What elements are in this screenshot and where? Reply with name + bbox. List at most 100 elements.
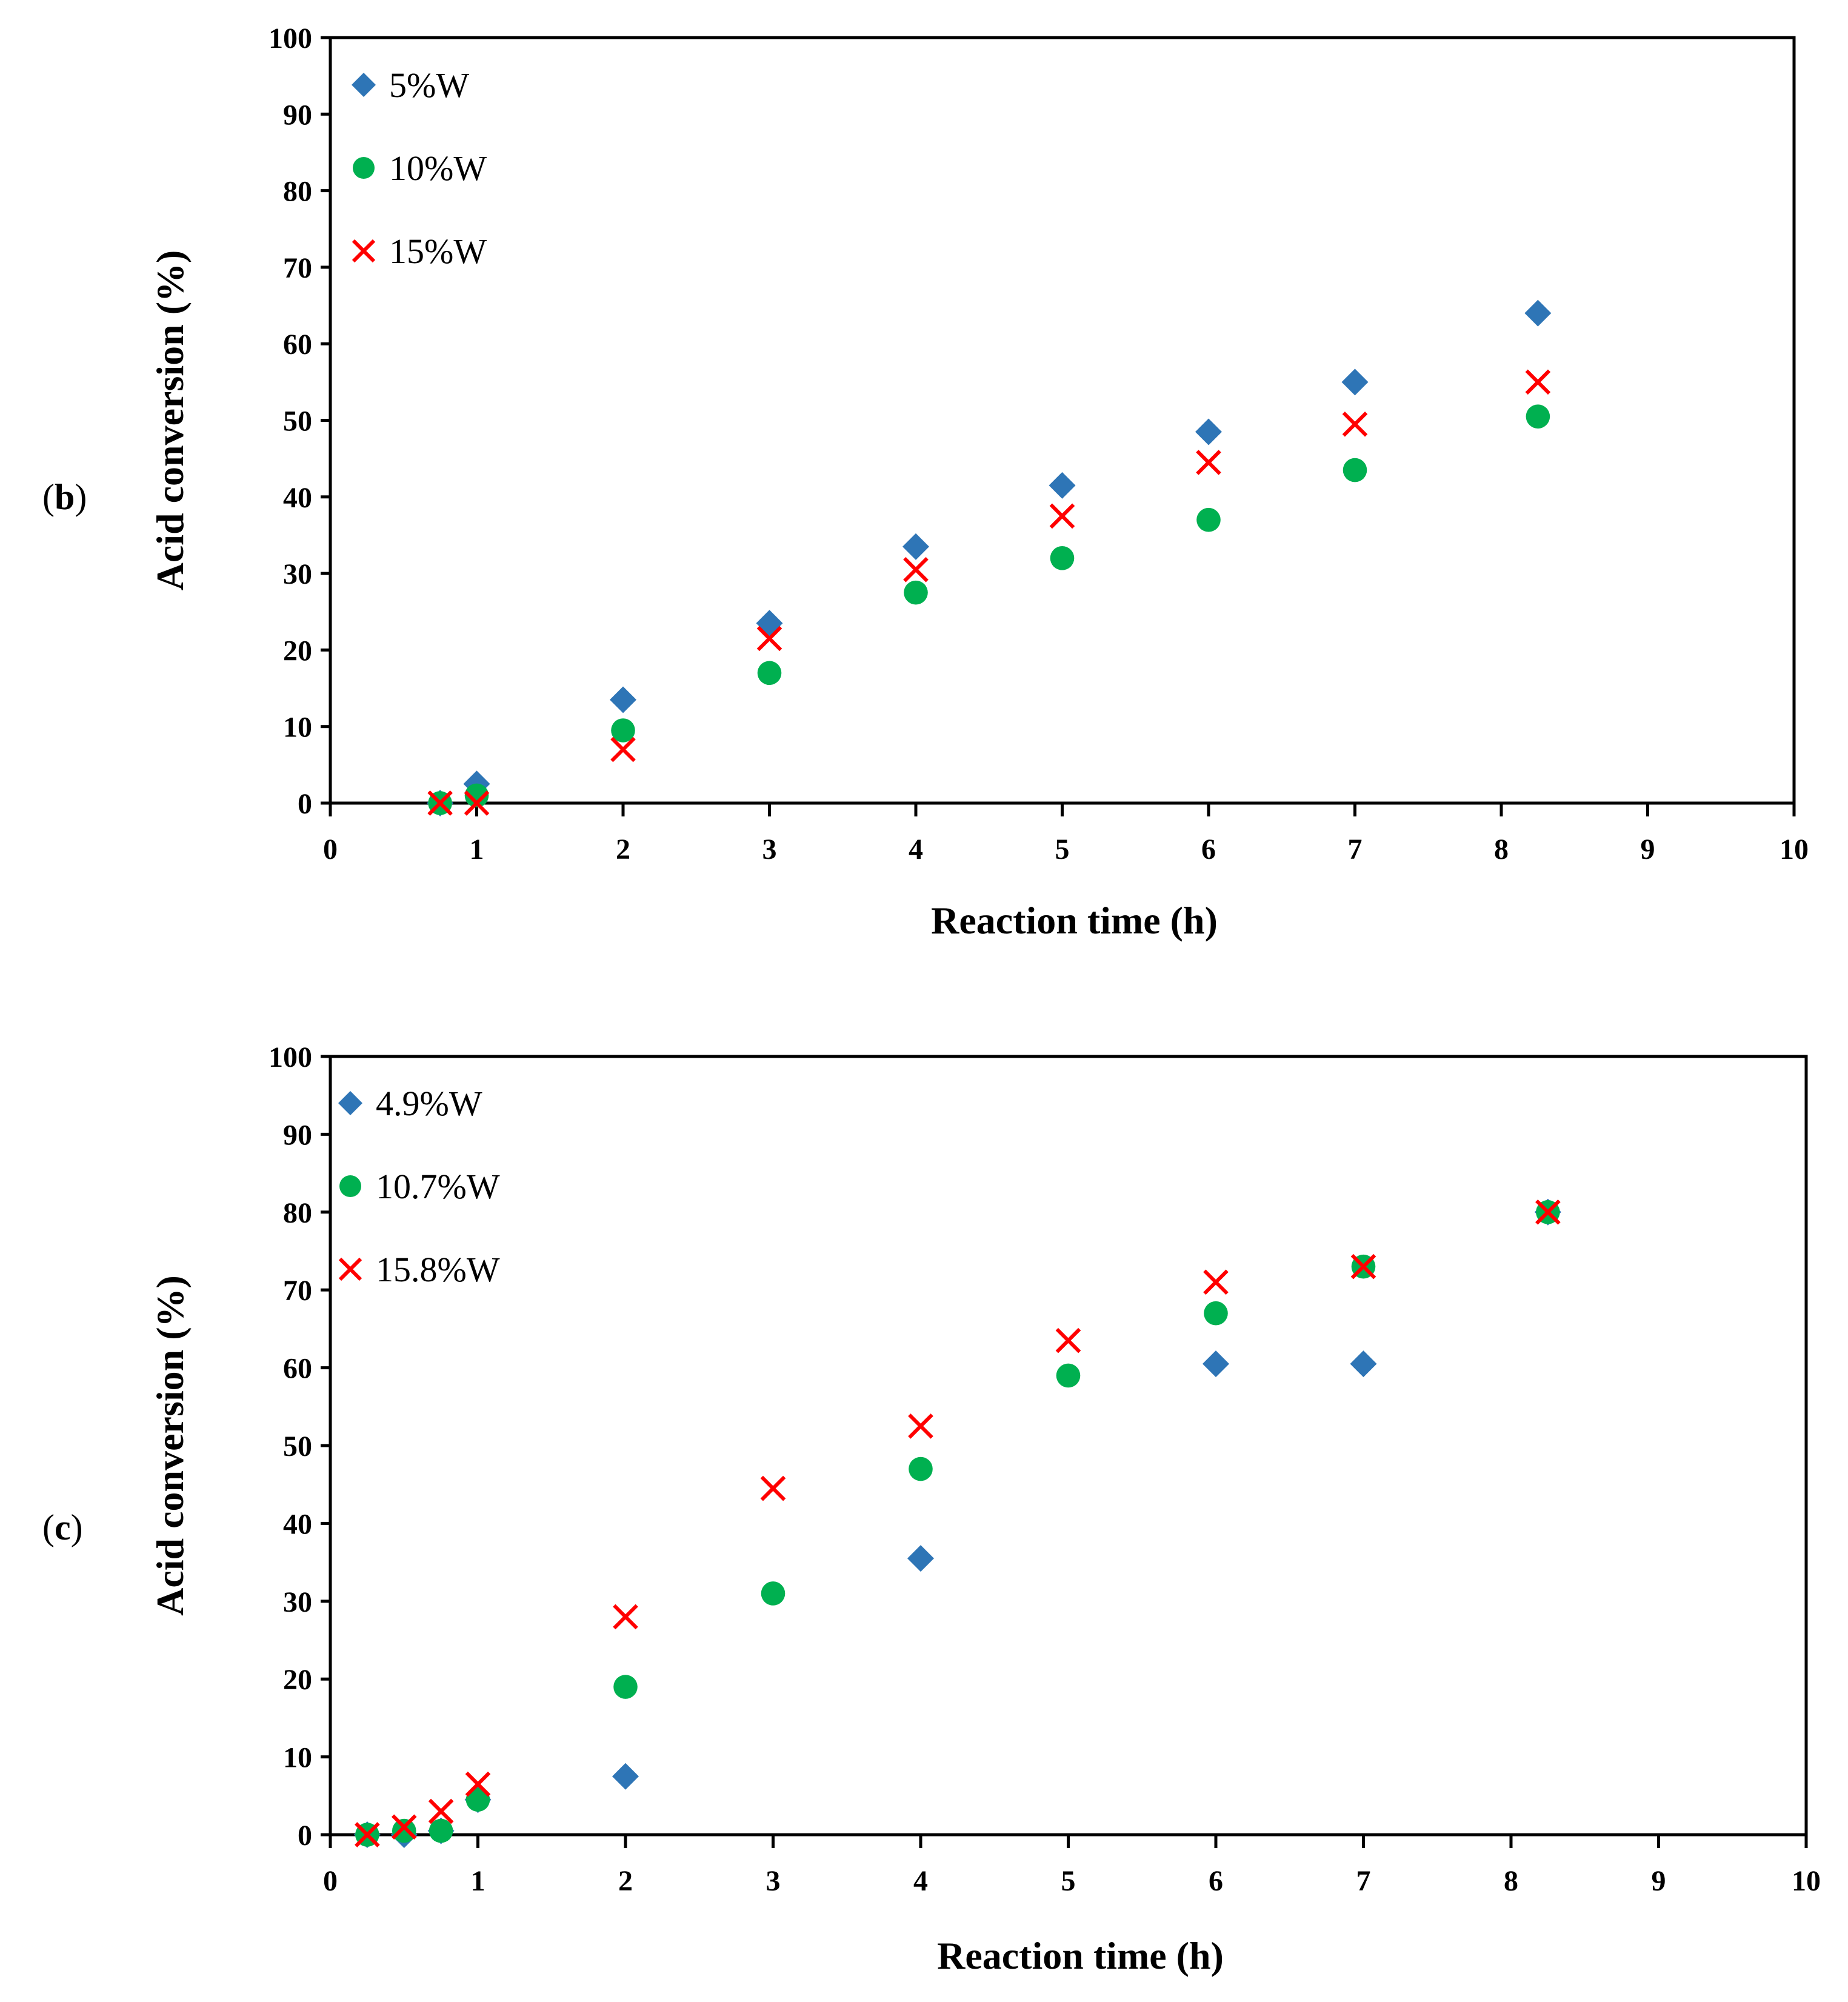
- data-point: [1525, 369, 1551, 395]
- data-point: [907, 1545, 934, 1572]
- data-point: [392, 1818, 416, 1843]
- x-tick-label: 0: [323, 833, 338, 866]
- x-axis-title: Reaction time (h): [931, 899, 1218, 942]
- y-tick-label: 80: [283, 176, 312, 208]
- y-tick-label: 90: [283, 1119, 312, 1151]
- legend-label: 15.8%W: [376, 1250, 500, 1289]
- data-point: [1196, 507, 1221, 532]
- series-15.8%W: [355, 1199, 1561, 1847]
- x-tick-label: 5: [1061, 1865, 1076, 1897]
- data-point: [761, 1581, 786, 1606]
- legend-entry: 10%W: [353, 148, 487, 188]
- legend-marker: [339, 1175, 361, 1197]
- data-point: [464, 790, 490, 816]
- y-tick-label: 0: [298, 788, 312, 820]
- data-point: [1055, 1327, 1081, 1353]
- x-tick-label: 2: [616, 833, 630, 866]
- legend-marker: [338, 1257, 362, 1281]
- data-point: [613, 1675, 638, 1699]
- legend-entry: 10.7%W: [339, 1167, 500, 1206]
- data-point: [427, 790, 453, 816]
- data-point: [1195, 418, 1222, 445]
- data-point: [1049, 503, 1075, 529]
- y-tick-label: 70: [283, 252, 312, 284]
- legend-entry: 5%W: [352, 65, 469, 105]
- series-10.7%W: [355, 1200, 1560, 1847]
- y-tick-label: 0: [298, 1820, 312, 1852]
- data-point: [1350, 1350, 1377, 1378]
- panel-label: (c): [42, 1507, 83, 1547]
- chart-panel-b: 0 10 20 30 40 50 60 70 80 90 100 0 1 2 3 4 5 6 7 8 9 10 Reacti…: [42, 22, 1809, 942]
- y-tick-label: 10: [283, 712, 312, 744]
- y-tick-label: 50: [283, 1430, 312, 1463]
- x-tick-label: 6: [1209, 1865, 1223, 1897]
- x-tick-label: 1: [471, 1865, 485, 1897]
- legend-marker: [353, 157, 375, 179]
- x-tick-label: 10: [1792, 1865, 1821, 1897]
- data-point: [465, 1771, 491, 1797]
- x-tick-label: 3: [766, 1865, 781, 1897]
- x-tick-label: 10: [1780, 833, 1809, 866]
- y-tick-label: 40: [283, 482, 312, 514]
- data-point: [1535, 1199, 1561, 1225]
- data-point: [1049, 472, 1076, 499]
- data-point: [355, 1822, 380, 1847]
- data-point: [1204, 1301, 1228, 1326]
- legend-label: 15%W: [389, 232, 487, 271]
- y-axis-title: Acid conversion (%): [148, 1275, 192, 1616]
- legend-entry: 15.8%W: [338, 1250, 500, 1289]
- chart-panel-c: 0 10 20 30 40 50 60 70 80 90 100 0 1 2 3 4 5 6 7 8 9 10 Reacti…: [42, 1041, 1821, 1977]
- legend-marker: [352, 239, 376, 263]
- x-tick-label: 0: [323, 1865, 338, 1897]
- y-tick-label: 100: [269, 1041, 312, 1073]
- data-point: [1203, 1350, 1229, 1378]
- x-tick-label: 4: [913, 1865, 928, 1897]
- data-point: [1341, 369, 1369, 396]
- data-point: [1196, 450, 1221, 475]
- data-point: [1350, 1253, 1376, 1280]
- data-point: [904, 580, 928, 605]
- data-point: [613, 1604, 638, 1630]
- data-point: [391, 1814, 417, 1840]
- data-point: [756, 626, 782, 652]
- legend-marker: [352, 73, 376, 97]
- data-point: [610, 686, 636, 713]
- data-point: [612, 1763, 639, 1790]
- y-tick-label: 10: [283, 1742, 312, 1774]
- legend-entry: 4.9%W: [338, 1084, 482, 1123]
- y-tick-label: 70: [283, 1275, 312, 1307]
- x-tick-label: 8: [1494, 833, 1509, 866]
- data-point: [1524, 299, 1552, 327]
- data-point: [1342, 411, 1368, 437]
- y-tick-label: 40: [283, 1508, 312, 1540]
- data-point: [908, 1413, 933, 1439]
- data-point: [464, 783, 489, 808]
- x-tick-label: 4: [909, 833, 923, 866]
- y-tick-label: 60: [283, 329, 312, 361]
- y-tick-label: 30: [283, 558, 312, 590]
- y-tick-label: 100: [269, 22, 312, 55]
- y-axis-title: Acid conversion (%): [148, 250, 192, 591]
- data-point: [1203, 1269, 1229, 1295]
- legend-label: 5%W: [389, 65, 469, 105]
- data-point: [429, 1818, 453, 1843]
- y-tick-label: 60: [283, 1353, 312, 1385]
- x-axis-title: Reaction time (h): [937, 1934, 1224, 1977]
- x-tick-label: 9: [1652, 1865, 1666, 1897]
- y-tick-label: 30: [283, 1586, 312, 1618]
- y-tick-label: 80: [283, 1197, 312, 1229]
- series-15%W: [427, 369, 1551, 816]
- y-tick-label: 20: [283, 635, 312, 667]
- data-point: [757, 661, 782, 686]
- legend-label: 4.9%W: [376, 1084, 482, 1123]
- data-point: [610, 736, 636, 762]
- y-tick-label: 90: [283, 99, 312, 131]
- data-point: [465, 1787, 490, 1812]
- data-point: [760, 1475, 786, 1501]
- data-point: [909, 1456, 933, 1481]
- y-tick-label: 50: [283, 405, 312, 438]
- x-tick-label: 3: [762, 833, 777, 866]
- x-tick-label: 8: [1504, 1865, 1518, 1897]
- data-point: [1526, 404, 1550, 429]
- data-point: [903, 556, 929, 582]
